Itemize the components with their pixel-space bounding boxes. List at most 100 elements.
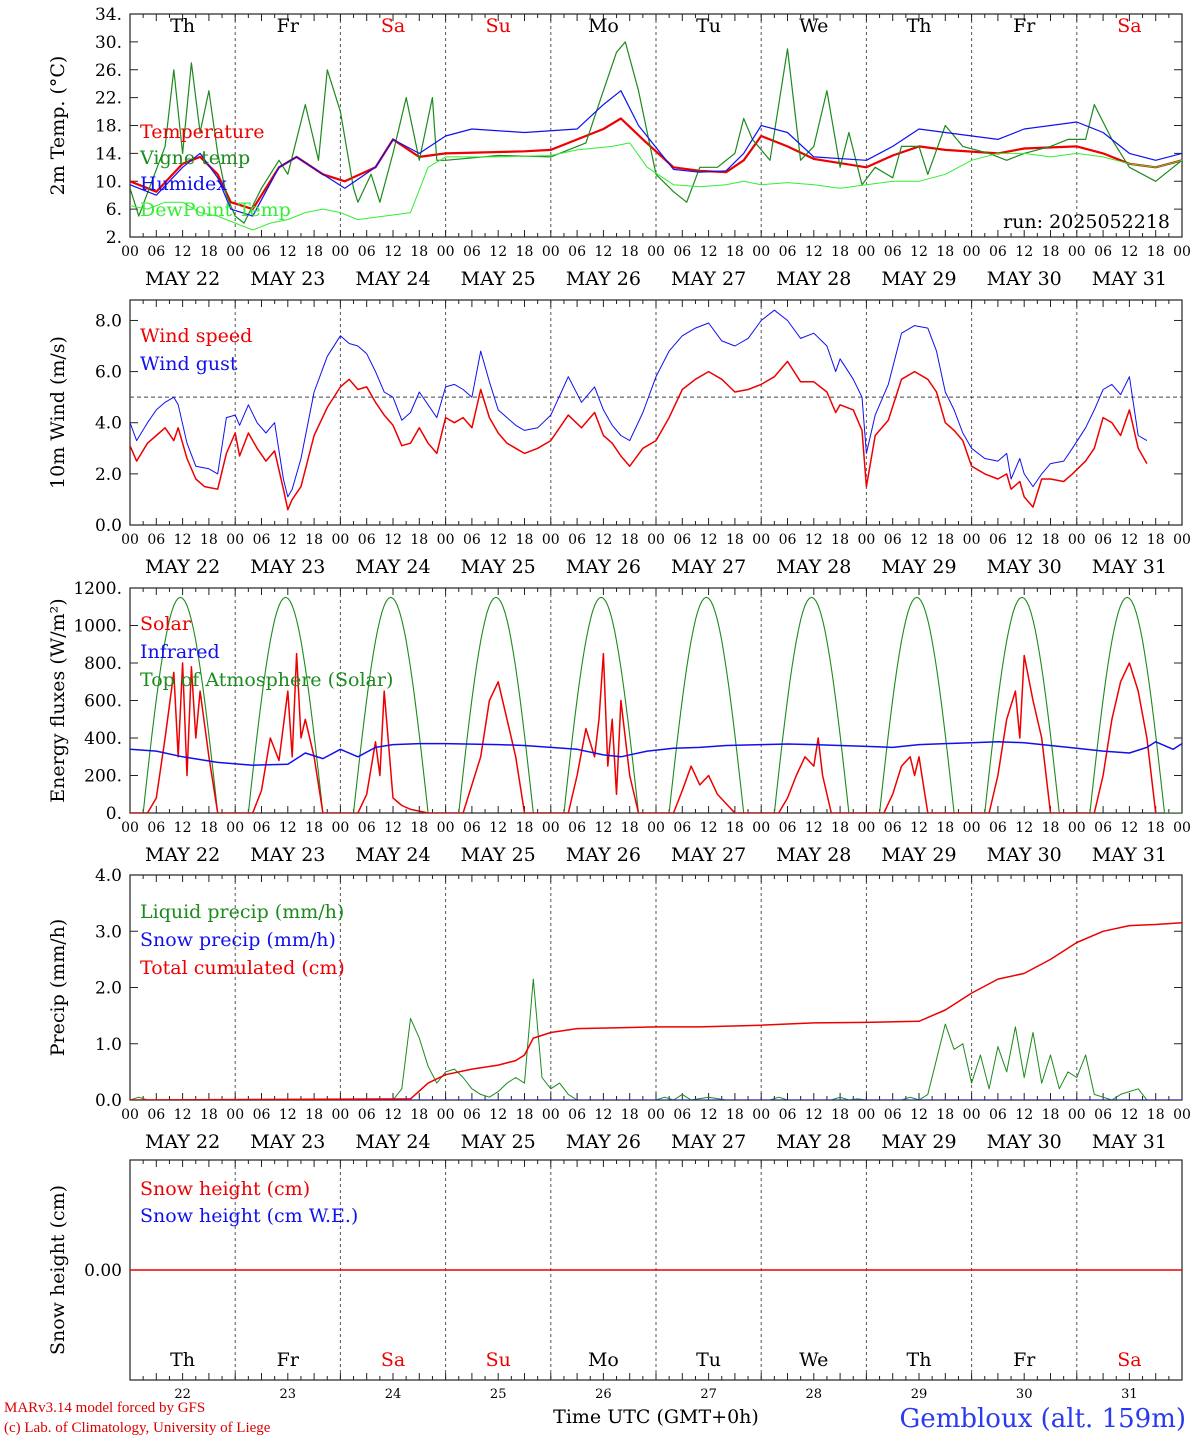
x-hour-label: 06 bbox=[253, 532, 271, 548]
x-hour-label: 00 bbox=[437, 532, 455, 548]
legend-entry: Snow precip (mm/h) bbox=[140, 929, 336, 951]
series-toa-solar-day bbox=[340, 596, 446, 813]
legend-entry: Vigne temp bbox=[139, 147, 250, 169]
x-hour-label: 18 bbox=[936, 244, 954, 260]
x-hour-label: 12 bbox=[1120, 1107, 1138, 1123]
x-hour-label: 06 bbox=[568, 532, 586, 548]
x-hour-label: 06 bbox=[358, 820, 376, 836]
x-hour-label: 00 bbox=[857, 820, 875, 836]
x-hour-label: 12 bbox=[279, 532, 297, 548]
x-hour-label: 06 bbox=[147, 532, 165, 548]
x-hour-label: 18 bbox=[621, 1107, 639, 1123]
x-day-number: 26 bbox=[595, 1387, 612, 1402]
x-hour-label: 18 bbox=[516, 1107, 534, 1123]
legend-entry: DewPoint Temp bbox=[140, 199, 291, 221]
y-tick-label: 4.0 bbox=[95, 414, 122, 434]
x-hour-label: 06 bbox=[463, 1107, 481, 1123]
x-hour-label: 06 bbox=[989, 532, 1007, 548]
x-date-label: MAY 30 bbox=[987, 1131, 1062, 1153]
x-hour-label: 06 bbox=[779, 1107, 797, 1123]
x-day-number: 31 bbox=[1121, 1387, 1138, 1402]
x-date-label: MAY 23 bbox=[250, 268, 325, 290]
x-hour-label: 18 bbox=[516, 244, 534, 260]
x-date-label: MAY 28 bbox=[776, 844, 851, 866]
x-hour-label: 00 bbox=[542, 532, 560, 548]
x-hour-label: 00 bbox=[331, 532, 349, 548]
x-hour-label: 00 bbox=[331, 1107, 349, 1123]
run-label: run: 2025052218 bbox=[1003, 211, 1170, 233]
y-tick-label: 6. bbox=[106, 200, 122, 220]
x-hour-label: 18 bbox=[831, 1107, 849, 1123]
series-toa-solar-day bbox=[130, 596, 236, 813]
x-date-label: MAY 24 bbox=[355, 556, 430, 578]
x-hour-label: 12 bbox=[594, 820, 612, 836]
x-hour-label: 18 bbox=[410, 820, 428, 836]
x-hour-label: 12 bbox=[1015, 532, 1033, 548]
x-hour-label: 00 bbox=[963, 244, 981, 260]
x-hour-label: 12 bbox=[384, 244, 402, 260]
y-tick-label: 18. bbox=[95, 117, 122, 137]
x-hour-label: 06 bbox=[989, 244, 1007, 260]
x-hour-label: 00 bbox=[437, 820, 455, 836]
weekday-label: Tu bbox=[696, 15, 721, 37]
x-day-number: 22 bbox=[174, 1387, 191, 1402]
weekday-label: Tu bbox=[696, 1349, 721, 1371]
x-hour-label: 18 bbox=[305, 820, 323, 836]
x-hour-label: 00 bbox=[1068, 820, 1086, 836]
x-hour-label: 00 bbox=[226, 1107, 244, 1123]
series-toa-solar-day bbox=[1076, 596, 1182, 813]
y-tick-label: 30. bbox=[95, 33, 122, 53]
x-date-label: MAY 25 bbox=[461, 1131, 536, 1153]
y-axis-label: 10m Wind (m/s) bbox=[47, 336, 69, 489]
x-hour-label: 06 bbox=[884, 820, 902, 836]
series-toa-solar-day bbox=[550, 596, 656, 813]
x-hour-label: 00 bbox=[1173, 1107, 1191, 1123]
weekday-label: Sa bbox=[1117, 1349, 1141, 1371]
x-hour-label: 00 bbox=[647, 532, 665, 548]
x-day-number: 30 bbox=[1016, 1387, 1033, 1402]
weekday-label: Fr bbox=[277, 1349, 300, 1371]
x-date-label: MAY 25 bbox=[461, 556, 536, 578]
series-dewpoint-temp bbox=[130, 142, 1182, 231]
series-total-cumulated-cm- bbox=[130, 922, 1182, 1100]
x-date-label: MAY 23 bbox=[250, 1131, 325, 1153]
series-vigne-temp bbox=[130, 41, 1182, 224]
x-hour-label: 00 bbox=[226, 532, 244, 548]
x-hour-label: 18 bbox=[936, 532, 954, 548]
x-hour-label: 00 bbox=[542, 1107, 560, 1123]
x-hour-label: 06 bbox=[147, 820, 165, 836]
x-hour-label: 18 bbox=[936, 1107, 954, 1123]
x-hour-label: 12 bbox=[910, 244, 928, 260]
x-date-label: MAY 26 bbox=[566, 268, 641, 290]
x-hour-label: 18 bbox=[516, 820, 534, 836]
y-tick-label: 800. bbox=[84, 654, 122, 674]
y-tick-label: 6.0 bbox=[95, 363, 122, 383]
x-hour-label: 06 bbox=[884, 532, 902, 548]
x-hour-label: 12 bbox=[489, 532, 507, 548]
x-date-label: MAY 26 bbox=[566, 844, 641, 866]
x-date-label: MAY 29 bbox=[881, 1131, 956, 1153]
y-tick-label: 2.0 bbox=[95, 465, 122, 485]
x-hour-label: 00 bbox=[121, 820, 139, 836]
x-hour-label: 12 bbox=[1015, 1107, 1033, 1123]
y-axis-label: Snow height (cm) bbox=[47, 1185, 69, 1355]
x-hour-label: 06 bbox=[1094, 532, 1112, 548]
y-tick-label: 10. bbox=[95, 172, 122, 192]
x-day-number: 29 bbox=[911, 1387, 928, 1402]
x-hour-label: 06 bbox=[673, 244, 691, 260]
y-axis-label: Precip (mm/h) bbox=[47, 919, 69, 1057]
x-hour-label: 06 bbox=[673, 1107, 691, 1123]
credit-line-2: (c) Lab. of Climatology, University of L… bbox=[4, 1420, 271, 1436]
x-hour-label: 00 bbox=[647, 244, 665, 260]
x-hour-label: 18 bbox=[1147, 244, 1165, 260]
x-hour-label: 12 bbox=[700, 1107, 718, 1123]
x-hour-label: 00 bbox=[857, 1107, 875, 1123]
series-infrared bbox=[130, 741, 1182, 766]
x-hour-label: 00 bbox=[647, 820, 665, 836]
y-axis-label: 2m Temp. (°C) bbox=[47, 56, 69, 196]
x-hour-label: 00 bbox=[1068, 532, 1086, 548]
x-hour-label: 06 bbox=[253, 820, 271, 836]
x-hour-label: 06 bbox=[147, 244, 165, 260]
x-hour-label: 12 bbox=[594, 244, 612, 260]
x-hour-label: 18 bbox=[200, 244, 218, 260]
